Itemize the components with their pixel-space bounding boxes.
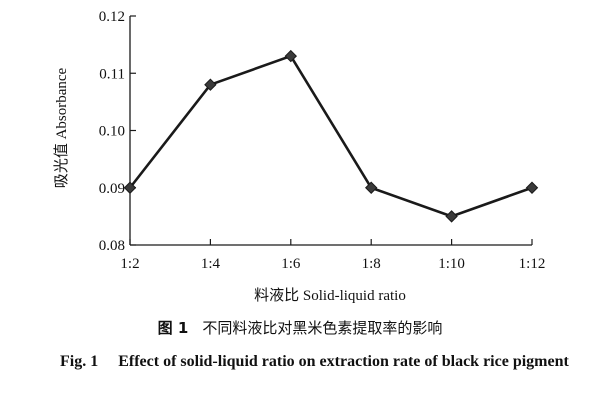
y-tick-label: 0.11 [99, 66, 125, 82]
y-tick-label: 0.09 [99, 181, 125, 197]
x-tick-label: 1:10 [438, 256, 465, 272]
figure-number-en: Fig. 1 [60, 353, 99, 370]
caption-text-en: Effect of solid-liquid ratio on extracti… [118, 353, 569, 370]
figure-number-cn: 图 1 [157, 319, 189, 337]
x-axis-title: 料液比 Solid-liquid ratio [254, 287, 406, 304]
x-tick-label: 1:6 [281, 256, 301, 272]
y-axis-title: 吸光值 Absorbance [53, 67, 70, 188]
x-tick-label: 1:12 [519, 256, 546, 272]
plot-area: 0.08 0.09 0.10 0.11 0.12 1:2 1:4 1:6 1:8 1:10 1:12 [99, 9, 546, 272]
y-tick-label: 0.10 [99, 124, 125, 140]
series-line [128, 54, 533, 218]
x-tick-label: 1:4 [201, 256, 221, 272]
data-point-diamond [123, 181, 137, 194]
data-point-diamond [364, 181, 378, 194]
y-tick-label: 0.08 [99, 238, 125, 254]
data-point-diamond [204, 78, 217, 91]
data-point-diamond [284, 49, 298, 63]
line-chart: 0.08 0.09 0.10 0.11 0.12 1:2 1:4 1:6 1:8 1:10 1:12… [53, 9, 546, 304]
x-tick-label: 1:8 [362, 256, 381, 272]
caption-text-cn: 不同料液比对黑米色素提取率的影响 [202, 319, 443, 337]
figure-caption-chinese: 图 1 不同料液比对黑米色素提取率的影响 [0, 317, 600, 338]
data-point-diamond [445, 210, 458, 223]
data-point-diamond [525, 181, 539, 194]
x-tick-label: 1:2 [120, 256, 139, 272]
figure-caption-english: Fig. 1 Effect of solid-liquid ratio on ex… [60, 349, 570, 375]
y-tick-label: 0.12 [99, 9, 125, 25]
